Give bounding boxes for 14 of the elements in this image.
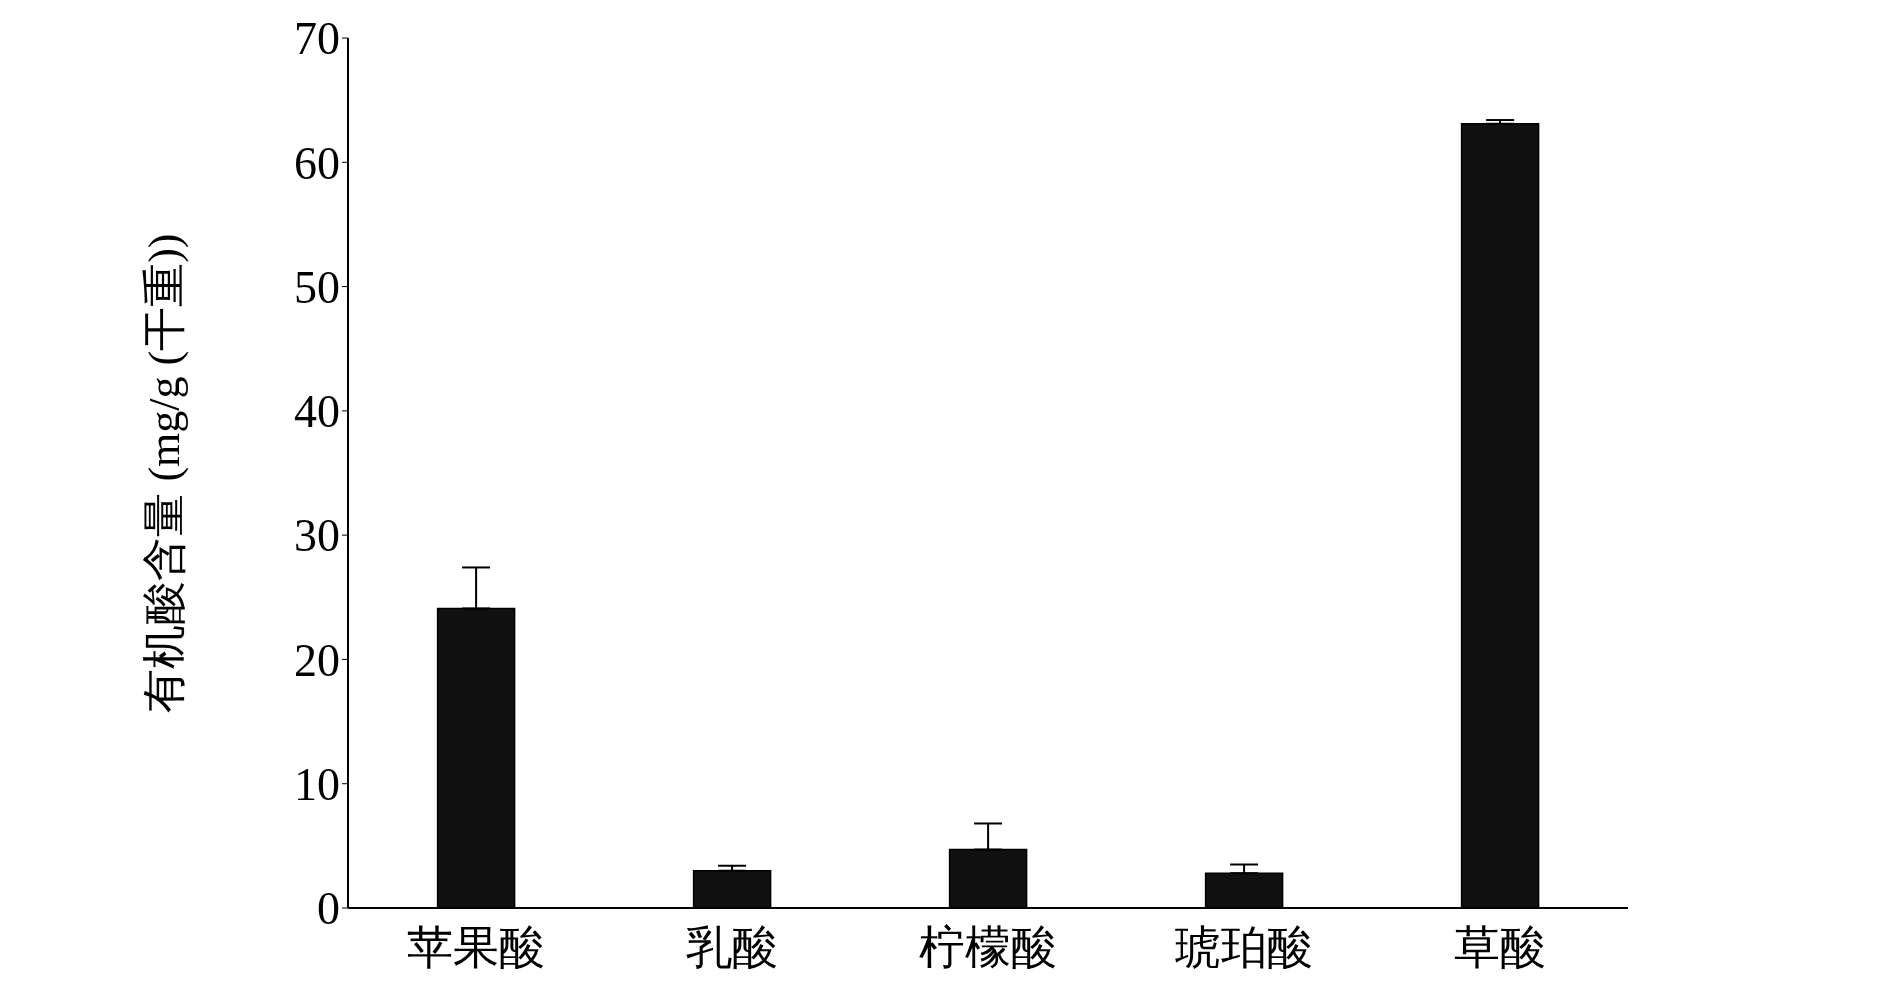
y-tick-label: 10 [294, 759, 340, 811]
x-tick-label: 乳酸 [686, 921, 778, 973]
y-tick-label: 0 [317, 883, 340, 935]
y-tick-label: 60 [294, 137, 340, 189]
x-tick-label: 琥珀酸 [1175, 921, 1313, 973]
y-tick-label: 30 [294, 510, 340, 562]
y-tick-label: 50 [294, 261, 340, 313]
y-tick-label: 40 [294, 386, 340, 438]
y-axis-title: 有机酸含量 (mg/g (干重)) [139, 233, 189, 713]
x-tick-label: 苹果酸 [407, 921, 545, 973]
x-tick-label: 柠檬酸 [919, 921, 1057, 973]
x-tick-label: 草酸 [1454, 921, 1546, 973]
y-tick-label: 70 [294, 13, 340, 65]
y-tick-label: 20 [294, 634, 340, 686]
